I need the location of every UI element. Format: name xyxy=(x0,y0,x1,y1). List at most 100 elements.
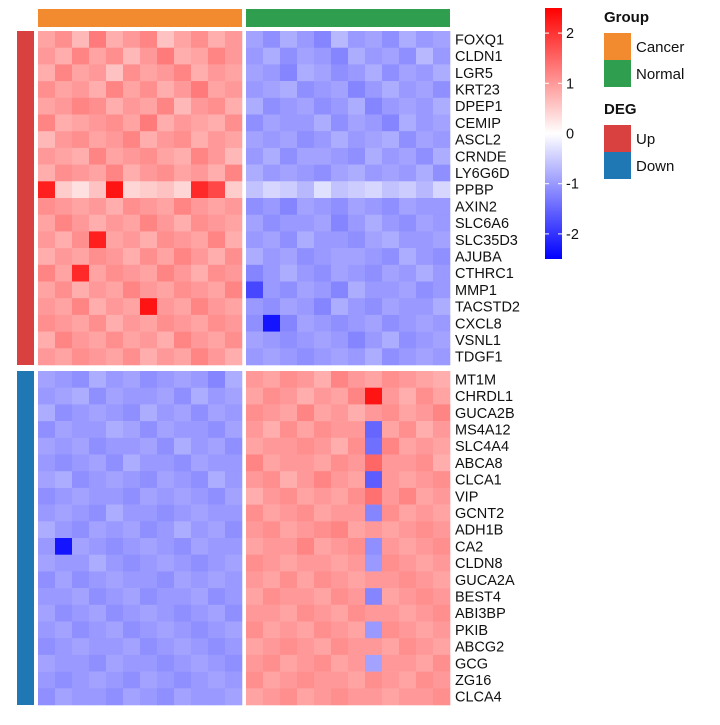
heatmap-cell xyxy=(433,387,451,405)
heatmap-cell xyxy=(382,404,400,422)
heatmap-cell xyxy=(365,387,383,405)
heatmap-cell xyxy=(208,571,226,589)
heatmap-cell xyxy=(191,314,209,332)
heatmap-cell xyxy=(89,214,107,232)
heatmap-cell xyxy=(280,198,298,215)
heatmap-cell xyxy=(123,588,141,606)
heatmap-cell xyxy=(157,621,175,639)
heatmap-cell xyxy=(416,331,434,349)
heatmap-cell xyxy=(263,231,281,249)
heatmap-cell xyxy=(55,314,73,332)
heatmap-cell xyxy=(174,114,192,132)
heatmap-cell xyxy=(89,571,107,589)
heatmap-cell xyxy=(106,671,124,689)
heatmap-cell xyxy=(314,471,332,489)
heatmap-cell xyxy=(246,421,264,439)
heatmap-cell xyxy=(280,348,298,366)
heatmap-cell xyxy=(399,604,417,622)
heatmap-cell xyxy=(106,114,124,132)
heatmap-cell xyxy=(225,454,243,472)
heatmap-cell xyxy=(174,671,192,689)
gene-label: TACSTD2 xyxy=(455,300,520,316)
heatmap-cell xyxy=(433,421,451,439)
heatmap-cell xyxy=(208,248,226,266)
heatmap-cell xyxy=(225,371,243,388)
heatmap-cell xyxy=(157,688,175,706)
heatmap-cell xyxy=(416,571,434,589)
heatmap-cell xyxy=(433,164,451,182)
heatmap-cell xyxy=(174,97,192,115)
heatmap-cell xyxy=(263,621,281,639)
heatmap-cell xyxy=(416,64,434,82)
heatmap-cell xyxy=(246,437,264,455)
heatmap-cell xyxy=(399,114,417,132)
heatmap-cell xyxy=(38,248,56,266)
heatmap-cell xyxy=(89,114,107,132)
heatmap-cell xyxy=(365,164,383,182)
heatmap-cell xyxy=(348,248,366,266)
heatmap-cell xyxy=(157,281,175,299)
heatmap-cell xyxy=(263,588,281,606)
heatmap-cell xyxy=(263,114,281,132)
heatmap-cell xyxy=(106,231,124,249)
heatmap-cell xyxy=(382,348,400,366)
deg-legend-title: DEG xyxy=(604,101,637,118)
heatmap-cell xyxy=(38,671,56,689)
heatmap-cell xyxy=(382,214,400,232)
heatmap-cell xyxy=(263,371,281,388)
heatmap-cell xyxy=(297,47,315,65)
heatmap-cell xyxy=(191,437,209,455)
heatmap-cell xyxy=(348,114,366,132)
heatmap-cell xyxy=(208,198,226,215)
heatmap-cell xyxy=(72,404,90,422)
heatmap-cell xyxy=(314,404,332,422)
heatmap-cell xyxy=(106,571,124,589)
heatmap-cell xyxy=(433,298,451,316)
heatmap-cell xyxy=(263,281,281,299)
heatmap-cell xyxy=(246,387,264,405)
heatmap-cell xyxy=(416,181,434,199)
heatmap-cell xyxy=(72,387,90,405)
heatmap-cell xyxy=(348,437,366,455)
heatmap-cell xyxy=(106,654,124,672)
heatmap-cell xyxy=(280,571,298,589)
gene-label: SLC4A4 xyxy=(455,439,509,455)
heatmap-cell xyxy=(246,588,264,606)
heatmap-cell xyxy=(157,64,175,82)
heatmap-cell xyxy=(72,437,90,455)
heatmap-cell xyxy=(208,688,226,706)
heatmap-cell xyxy=(157,298,175,316)
heatmap-cell xyxy=(225,421,243,439)
heatmap-cell xyxy=(208,387,226,405)
heatmap-cell xyxy=(89,671,107,689)
heatmap-cell xyxy=(225,554,243,572)
heatmap-cell xyxy=(399,621,417,639)
heatmap-cell xyxy=(297,281,315,299)
heatmap-cell xyxy=(246,671,264,689)
heatmap-cell xyxy=(89,31,107,48)
heatmap-cell xyxy=(140,264,158,282)
heatmap-cell xyxy=(38,437,56,455)
heatmap-cell xyxy=(331,454,349,472)
heatmap-cell xyxy=(174,421,192,439)
heatmap-cell xyxy=(140,114,158,132)
heatmap-cell xyxy=(382,604,400,622)
heatmap-cell xyxy=(348,97,366,115)
heatmap-cell xyxy=(263,538,281,555)
heatmap-cell xyxy=(348,387,366,405)
heatmap-cell xyxy=(38,487,56,505)
heatmap-cell xyxy=(314,487,332,505)
heatmap-cell xyxy=(331,604,349,622)
heatmap-cell xyxy=(314,231,332,249)
heatmap-cell xyxy=(246,281,264,299)
heatmap-cell xyxy=(225,387,243,405)
heatmap-cell xyxy=(157,604,175,622)
heatmap-cell xyxy=(123,298,141,316)
heatmap-cell xyxy=(157,214,175,232)
heatmap-cell xyxy=(297,621,315,639)
heatmap-cell xyxy=(331,264,349,282)
heatmap-cell xyxy=(225,31,243,48)
heatmap-cell xyxy=(382,588,400,606)
heatmap-cell xyxy=(38,214,56,232)
